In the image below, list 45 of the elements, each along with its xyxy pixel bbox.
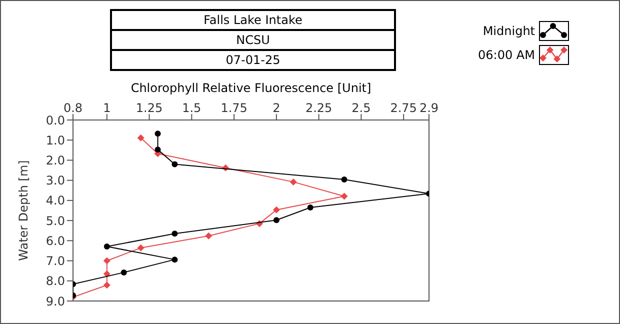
- y-tick-label: 2.0: [46, 153, 65, 168]
- y-tick-label: 8.0: [46, 274, 65, 288]
- chart-title: Falls Lake Intake: [110, 9, 396, 31]
- y-tick-label: 6.0: [46, 234, 65, 248]
- point: [341, 176, 348, 183]
- point: [137, 134, 144, 142]
- x-tick-label: 1.25: [136, 101, 163, 115]
- point: [172, 161, 178, 168]
- y-tick-label: 9.0: [46, 294, 65, 308]
- x-tick-label: 2.9: [419, 101, 439, 115]
- point: [272, 206, 280, 214]
- point: [104, 244, 110, 250]
- y-tick-label: 3.0: [46, 174, 65, 188]
- y-tick-label: 5.0: [46, 214, 65, 228]
- point: [120, 269, 127, 276]
- y-axis-title: Water Depth [m]: [16, 160, 30, 261]
- point: [103, 257, 110, 264]
- point: [205, 232, 212, 240]
- point: [340, 192, 348, 200]
- point: [172, 230, 178, 237]
- x-tick-label: 2: [272, 101, 280, 115]
- x-tick-label: 1.5: [182, 101, 202, 115]
- legend-label: Midnight: [482, 24, 535, 38]
- legend-label: 06:00 AM: [478, 48, 535, 62]
- y-tick-label: 4.0: [46, 194, 65, 208]
- y-tick-label: 0.0: [46, 113, 65, 128]
- point: [154, 146, 161, 153]
- x-tick-label: 0.8: [63, 101, 83, 115]
- y-tick-label: 1.0: [46, 133, 65, 148]
- text: 07-01-25: [110, 49, 396, 71]
- point: [137, 244, 144, 252]
- x-tick-label: 1: [103, 101, 111, 115]
- point: [307, 204, 314, 210]
- point: [290, 178, 297, 186]
- chart-subtitle: NCSU: [110, 29, 396, 51]
- x-tick-label: 2.5: [352, 101, 371, 115]
- x-tick-label: 1.75: [220, 101, 248, 115]
- x-axis-title: Chlorophyll Relative Fluorescence [Unit]: [130, 81, 372, 95]
- point: [172, 256, 178, 263]
- x-tick-label: 2.25: [305, 101, 332, 115]
- point: [103, 282, 110, 289]
- point: [154, 130, 161, 137]
- point: [273, 217, 280, 224]
- x-tick-label: 2.75: [390, 101, 417, 115]
- y-tick-label: 7.0: [46, 254, 65, 268]
